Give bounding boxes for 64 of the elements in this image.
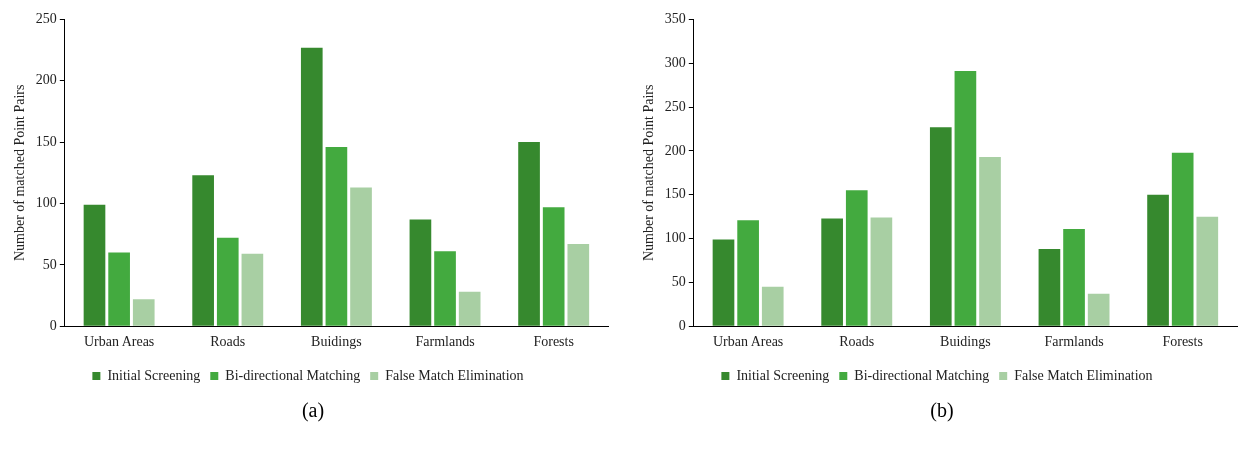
x-tick-label: Forests <box>533 334 574 350</box>
bar <box>518 142 540 326</box>
bar <box>458 291 481 326</box>
bar <box>821 218 843 326</box>
bar <box>870 217 893 326</box>
bar <box>216 237 239 326</box>
x-tick-label: Farmlands <box>415 334 475 350</box>
y-tick-label: 200 <box>664 142 686 158</box>
x-tick-label: Forests <box>1162 334 1203 350</box>
bar <box>1196 216 1219 326</box>
x-tick-label: Farmlands <box>1044 334 1104 350</box>
bar <box>712 239 735 326</box>
legend-label: False Match Elimination <box>385 367 524 383</box>
bar <box>1038 249 1061 326</box>
x-tick-label: Buidings <box>940 334 991 350</box>
bar <box>1087 293 1110 326</box>
bar <box>737 220 759 326</box>
x-tick-label: Urban Areas <box>83 334 155 350</box>
y-tick-label: 150 <box>664 186 686 202</box>
legend-label: Initial Screening <box>736 367 830 383</box>
bar <box>567 243 590 326</box>
x-tick-label: Roads <box>210 334 246 350</box>
bar <box>954 71 977 326</box>
y-tick-label: 250 <box>664 98 686 114</box>
bar <box>1171 152 1194 326</box>
bar <box>325 147 348 326</box>
y-tick-label: 0 <box>678 317 686 333</box>
bar <box>300 47 323 326</box>
bar <box>1063 228 1085 326</box>
bar <box>979 157 1001 326</box>
text: (a) <box>300 399 326 422</box>
bar <box>83 204 106 326</box>
y-axis-title: Number of matched Point Pairs <box>12 84 28 262</box>
y-tick-label: 50 <box>671 274 686 290</box>
y-tick-label: 350 <box>664 11 686 27</box>
bar <box>241 253 264 326</box>
x-tick-label: Urban Areas <box>712 334 784 350</box>
text: (b) <box>929 399 955 422</box>
y-tick-label: 200 <box>35 72 57 88</box>
y-tick-label: 100 <box>35 195 57 211</box>
bar <box>1147 194 1169 326</box>
bar <box>434 251 456 326</box>
y-tick-label: 300 <box>664 54 686 70</box>
bar <box>761 286 784 326</box>
y-tick-label: 50 <box>42 256 57 272</box>
y-tick-label: 100 <box>664 230 686 246</box>
y-tick-label: 150 <box>35 133 57 149</box>
y-tick-label: 250 <box>35 11 57 27</box>
bar <box>108 252 130 326</box>
y-tick-label: 0 <box>49 317 57 333</box>
x-tick-label: Buidings <box>311 334 362 350</box>
bar <box>192 175 214 326</box>
x-tick-label: Roads <box>839 334 875 350</box>
bar <box>350 187 372 326</box>
bar <box>845 190 868 326</box>
legend-label: Bi-directional Matching <box>225 367 361 383</box>
bar <box>409 219 432 326</box>
legend-label: Bi-directional Matching <box>854 367 990 383</box>
legend-label: False Match Elimination <box>1014 367 1153 383</box>
legend-label: Initial Screening <box>107 367 201 383</box>
bar <box>132 299 155 326</box>
y-axis-title: Number of matched Point Pairs <box>641 84 657 262</box>
bar <box>929 127 952 326</box>
bar <box>542 207 565 326</box>
